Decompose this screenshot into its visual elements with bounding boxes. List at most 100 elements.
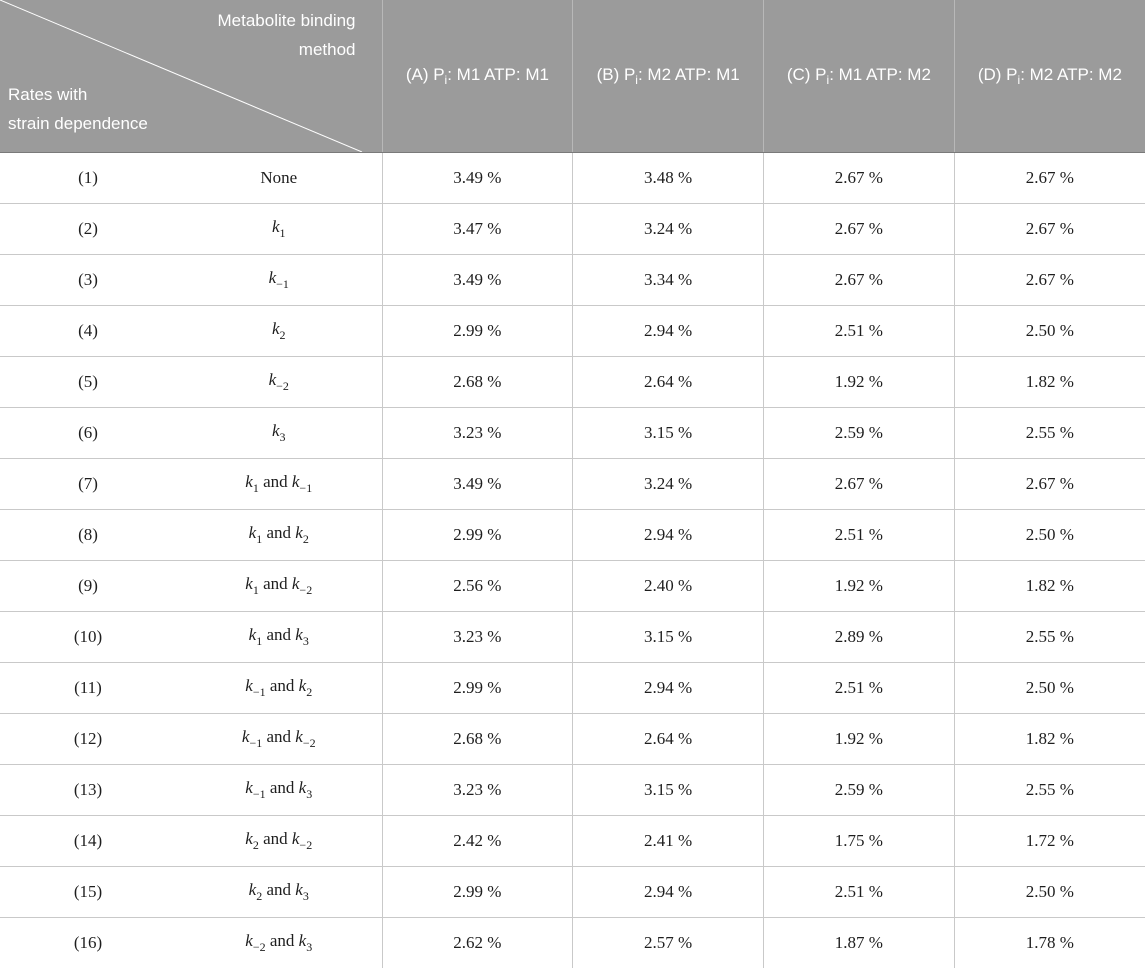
rate-symbol: k: [268, 268, 277, 287]
table-row: (16) k−2 and k3 2.62 % 2.57 % 1.87 % 1.78 %: [0, 917, 1145, 968]
rate-text: and: [262, 727, 296, 746]
value-cell-b: 2.57 %: [572, 917, 764, 968]
table-row: (2) k1 3.47 % 3.24 % 2.67 % 2.67 %: [0, 203, 1145, 255]
rate-symbol: k: [295, 880, 303, 899]
value-cell-d: 1.82 %: [954, 713, 1145, 765]
table-row: (13) k−1 and k3 3.23 % 3.15 % 2.59 % 2.55 %: [0, 764, 1145, 816]
header-row: Metabolite binding method Rates with str…: [0, 0, 1145, 153]
rate-symbol: k: [245, 778, 253, 797]
value-cell-a: 2.99 %: [382, 509, 574, 561]
value-cell-c: 1.87 %: [763, 917, 955, 968]
rate-subscript: −2: [299, 838, 313, 852]
rate-cell: k−1: [176, 254, 383, 306]
rate-symbol: k: [248, 625, 257, 644]
rate-text: and: [265, 676, 299, 695]
rate-symbol: k: [295, 523, 303, 542]
row-number: (15): [0, 866, 176, 918]
row-number: (12): [0, 713, 176, 765]
value-cell-c: 2.51 %: [763, 305, 955, 357]
rate-subscript: −2: [252, 940, 266, 954]
rate-cell: k1: [176, 203, 383, 255]
value-cell-d: 2.55 %: [954, 764, 1145, 816]
table-row: (3) k−1 3.49 % 3.34 % 2.67 % 2.67 %: [0, 254, 1145, 306]
rate-cell: k2: [176, 305, 383, 357]
rate-subscript: −1: [252, 787, 266, 801]
table-row: (4) k2 2.99 % 2.94 % 2.51 % 2.50 %: [0, 305, 1145, 357]
value-cell-a: 3.23 %: [382, 764, 574, 816]
corner-bottom-label: Rates with strain dependence: [8, 80, 148, 138]
value-cell-d: 2.55 %: [954, 611, 1145, 663]
rate-subscript: −1: [249, 736, 263, 750]
table-row: (15) k2 and k3 2.99 % 2.94 % 2.51 % 2.50 %: [0, 866, 1145, 918]
value-cell-d: 2.50 %: [954, 662, 1145, 714]
row-number: (13): [0, 764, 176, 816]
row-number: (5): [0, 356, 176, 408]
rate-subscript: 1: [252, 481, 259, 495]
rate-subscript: 2: [256, 889, 263, 903]
value-cell-b: 2.41 %: [572, 815, 764, 867]
rate-cell: k2 and k3: [176, 866, 383, 918]
rate-symbol: k: [245, 574, 253, 593]
row-number: (8): [0, 509, 176, 561]
value-cell-a: 2.99 %: [382, 305, 574, 357]
rate-symbol: k: [245, 676, 253, 695]
column-header-d: (D) Pi: M2 ATP: M2: [954, 0, 1145, 153]
value-cell-a: 2.56 %: [382, 560, 574, 612]
rate-subscript: 1: [252, 583, 259, 597]
value-cell-a: 2.99 %: [382, 662, 574, 714]
value-cell-c: 2.67 %: [763, 458, 955, 510]
rate-subscript: 2: [279, 328, 286, 342]
corner-diagonal-line: [0, 0, 363, 152]
value-cell-b: 3.15 %: [572, 611, 764, 663]
value-cell-d: 1.82 %: [954, 560, 1145, 612]
table-row: (14) k2 and k−2 2.42 % 2.41 % 1.75 % 1.72 %: [0, 815, 1145, 867]
rate-text: and: [262, 625, 296, 644]
value-cell-c: 1.92 %: [763, 356, 955, 408]
row-number: (2): [0, 203, 176, 255]
rate-subscript: 2: [252, 838, 259, 852]
rate-cell: k−1 and k3: [176, 764, 383, 816]
table-row: (12) k−1 and k−2 2.68 % 2.64 % 1.92 % 1.82 %: [0, 713, 1145, 765]
table-row: (10) k1 and k3 3.23 % 3.15 % 2.89 % 2.55 %: [0, 611, 1145, 663]
rate-subscript: −2: [302, 736, 316, 750]
value-cell-a: 2.68 %: [382, 356, 574, 408]
value-cell-b: 2.94 %: [572, 662, 764, 714]
column-header-a: (A) Pi: M1 ATP: M1: [382, 0, 574, 153]
value-cell-d: 2.50 %: [954, 509, 1145, 561]
value-cell-c: 2.51 %: [763, 866, 955, 918]
value-cell-a: 3.23 %: [382, 407, 574, 459]
row-number: (9): [0, 560, 176, 612]
value-cell-c: 2.59 %: [763, 764, 955, 816]
rate-symbol: k: [295, 625, 303, 644]
column-header-c: (C) Pi: M1 ATP: M2: [763, 0, 955, 153]
rate-subscript: −1: [276, 277, 289, 291]
rate-subscript: 2: [306, 685, 313, 699]
value-cell-c: 2.67 %: [763, 152, 955, 204]
row-number: (6): [0, 407, 176, 459]
value-cell-d: 2.50 %: [954, 866, 1145, 918]
rate-subscript: 3: [306, 940, 313, 954]
row-number: (3): [0, 254, 176, 306]
value-cell-b: 2.94 %: [572, 509, 764, 561]
rate-cell: k−2 and k3: [176, 917, 383, 968]
rate-text: and: [265, 931, 299, 950]
corner-top-line-2: method: [298, 40, 356, 59]
rate-cell: k−1 and k2: [176, 662, 383, 714]
rate-text: and: [258, 829, 292, 848]
row-number: (11): [0, 662, 176, 714]
value-cell-a: 3.49 %: [382, 458, 574, 510]
rate-symbol: k: [245, 472, 253, 491]
rate-text: and: [262, 880, 296, 899]
value-cell-a: 2.62 %: [382, 917, 574, 968]
rate-symbol: k: [298, 931, 307, 950]
corner-top-label: Metabolite binding method: [218, 6, 356, 64]
rate-symbol: k: [291, 829, 300, 848]
row-number: (16): [73, 933, 103, 952]
value-cell-d: 1.72 %: [954, 815, 1145, 867]
rate-subscript: −2: [299, 583, 313, 597]
value-cell-c: 1.92 %: [763, 713, 955, 765]
rate-cell: k1 and k−2: [176, 560, 383, 612]
rate-subscript: −2: [276, 379, 289, 393]
row-number: (14): [0, 815, 176, 867]
